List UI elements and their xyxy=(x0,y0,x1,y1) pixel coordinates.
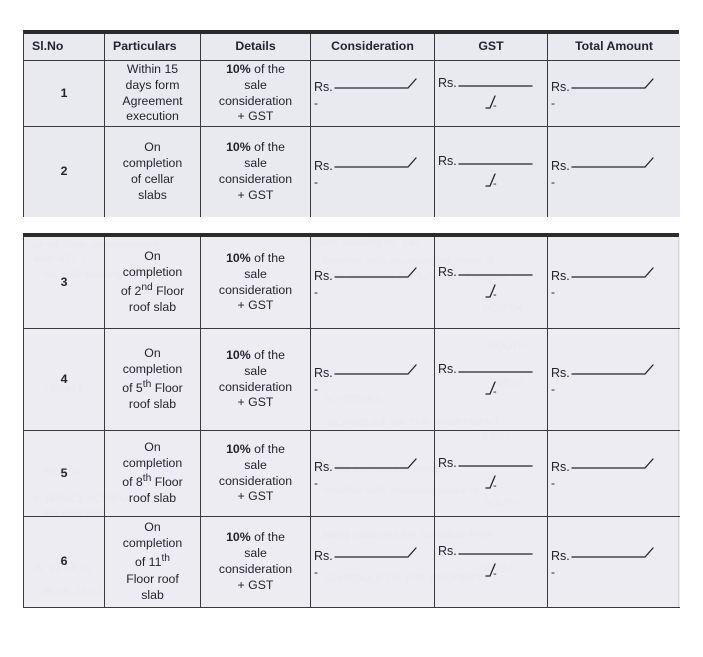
svg-text:-: - xyxy=(493,100,497,110)
svg-text:-: - xyxy=(493,178,497,188)
svg-text:-: - xyxy=(493,568,497,578)
svg-text:-: - xyxy=(493,386,497,396)
svg-text:-: - xyxy=(493,480,497,490)
svg-text:-: - xyxy=(493,289,497,299)
